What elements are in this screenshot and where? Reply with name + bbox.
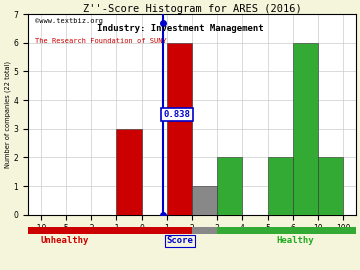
Y-axis label: Number of companies (22 total): Number of companies (22 total) — [4, 61, 11, 168]
Bar — [217, 157, 242, 215]
Bar — [293, 43, 318, 215]
Text: 0.838: 0.838 — [163, 110, 190, 119]
Text: Healthy: Healthy — [276, 236, 314, 245]
Bar — [318, 157, 343, 215]
Text: Industry: Investment Management: Industry: Investment Management — [97, 24, 263, 33]
Bar — [167, 43, 192, 215]
Text: Score: Score — [167, 236, 193, 245]
Bar — [116, 129, 141, 215]
Bar — [192, 186, 217, 215]
Text: ©www.textbiz.org: ©www.textbiz.org — [35, 18, 103, 24]
Bar — [267, 157, 293, 215]
Text: The Research Foundation of SUNY: The Research Foundation of SUNY — [35, 38, 166, 44]
Text: Unhealthy: Unhealthy — [41, 236, 89, 245]
Title: Z''-Score Histogram for ARES (2016): Z''-Score Histogram for ARES (2016) — [82, 4, 301, 14]
